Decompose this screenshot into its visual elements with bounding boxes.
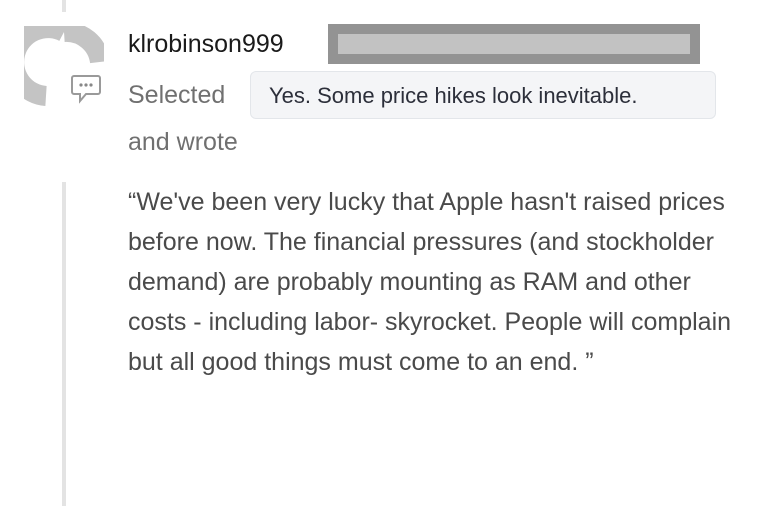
username[interactable]: klrobinson999 (128, 30, 284, 58)
comment-text: “We've been very lucky that Apple hasn't… (128, 188, 732, 376)
selected-label: Selected (128, 81, 226, 109)
and-wrote-label: and wrote (128, 128, 238, 156)
thread-line (62, 0, 66, 506)
avatar (24, 26, 104, 106)
redacted-area (328, 24, 700, 64)
comment-bubble-icon (68, 70, 104, 106)
selected-choice-badge: Yes. Some price hikes look inevitable. (250, 71, 716, 119)
